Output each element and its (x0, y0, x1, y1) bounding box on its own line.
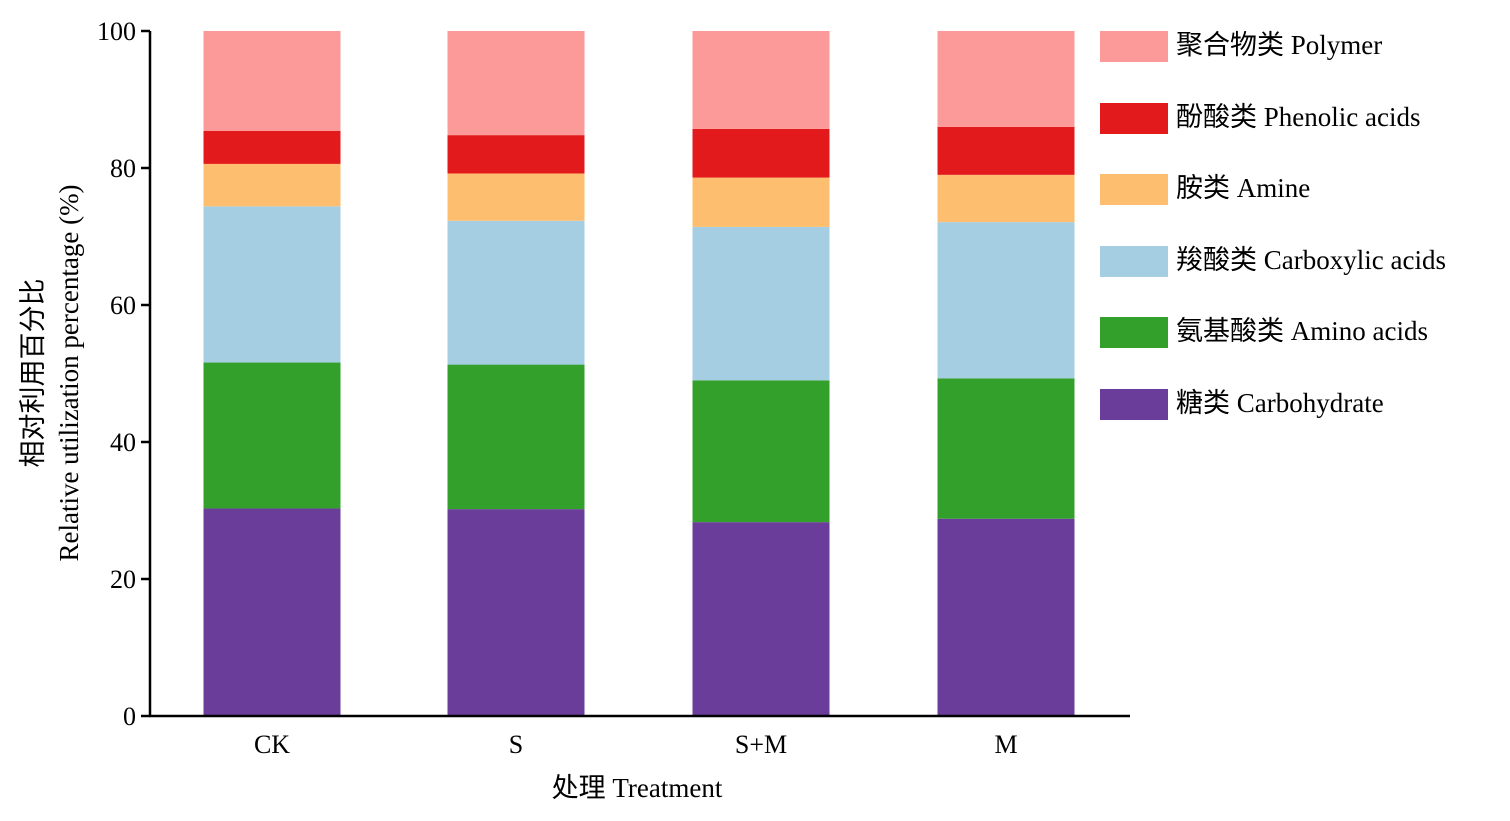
bar-segment-s-m-series-3 (692, 177, 830, 227)
bar-segment-m-series-1 (937, 378, 1075, 519)
bars-group (203, 31, 1075, 716)
legend-label: 羧酸类 Carboxylic acids (1176, 244, 1446, 275)
y-axis-title-chinese: 相对利用百分比 (18, 279, 48, 468)
bar-segment-ck-series-1 (203, 362, 341, 509)
bar-segment-m-series-4 (937, 126, 1075, 175)
bar-segment-s-m-series-0 (692, 522, 830, 716)
y-tick-label: 20 (110, 565, 136, 594)
legend-label: 糖类 Carbohydrate (1176, 388, 1384, 418)
bar-segment-s-series-5 (447, 31, 585, 136)
bar-segment-ck-series-3 (203, 163, 341, 207)
bar-segment-m-series-0 (937, 518, 1075, 716)
y-tick-label: 60 (110, 291, 136, 320)
x-tick-label: CK (254, 730, 290, 759)
axes-group (148, 31, 1130, 718)
legend-label: 氨基酸类 Amino acids (1176, 316, 1428, 347)
x-tick-label: S (509, 730, 523, 759)
bar-segment-s-m-series-2 (692, 226, 830, 381)
bar-segment-s-series-2 (447, 220, 585, 365)
y-tick-label: 40 (110, 428, 136, 457)
x-tick-label: S+M (735, 730, 787, 759)
x-axis-title: 处理 Treatment (552, 773, 723, 803)
y-axis-title-english: Relative utilization percentage (%) (54, 184, 84, 561)
bar-segment-m-series-5 (937, 31, 1075, 127)
bar-segment-m-series-2 (937, 222, 1075, 379)
legend-swatch (1100, 245, 1168, 277)
legend-label: 胺类 Amine (1176, 173, 1311, 204)
bar-segment-s-m-series-4 (692, 128, 830, 178)
bar-segment-s-series-1 (447, 364, 585, 510)
legend-swatch (1100, 102, 1168, 134)
legend-label: 聚合物类 Polymer (1176, 30, 1383, 60)
y-tick-label: 0 (123, 702, 136, 731)
bar-segment-ck-series-4 (203, 131, 341, 164)
x-tick-label: M (994, 730, 1017, 759)
bar-segment-ck-series-0 (203, 508, 341, 716)
legend-swatch (1100, 389, 1168, 420)
bar-segment-s-series-0 (447, 509, 585, 716)
bar-segment-s-series-3 (447, 173, 585, 221)
bar-segment-m-series-3 (937, 174, 1075, 223)
legend-swatch (1100, 31, 1168, 62)
y-tick-label: 100 (97, 17, 136, 46)
y-tick-label: 80 (110, 154, 136, 183)
x-ticks-group: CK S S+M M (254, 730, 1018, 759)
legend-label: 酚酸类 Phenolic acids (1176, 101, 1421, 132)
bar-segment-s-series-4 (447, 135, 585, 174)
legend-swatch (1100, 317, 1168, 349)
legend-swatch (1100, 174, 1168, 206)
bar-segment-s-m-series-1 (692, 380, 830, 523)
bar-segment-ck-series-2 (203, 206, 341, 363)
bar-segment-ck-series-5 (203, 31, 341, 132)
bar-segment-s-m-series-5 (692, 31, 830, 129)
y-ticks-group: 0 20 40 60 80 100 (97, 17, 150, 731)
